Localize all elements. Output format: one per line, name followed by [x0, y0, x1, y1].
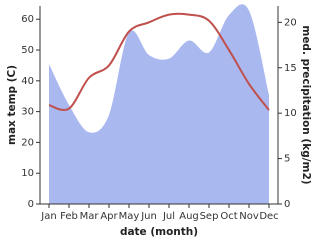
y2-tick-label: 15 [284, 63, 297, 74]
x-tick-label: Nov [239, 211, 259, 222]
y-tick-label: 40 [21, 76, 34, 87]
x-tick-label: Mar [80, 211, 100, 222]
y-tick-label: 60 [21, 14, 34, 25]
y-tick-label: 20 [21, 137, 34, 148]
x-tick-label: Oct [220, 211, 237, 222]
y-tick-label: 30 [21, 107, 34, 118]
x-tick-label: Sep [200, 211, 219, 222]
y2-tick-label: 5 [284, 154, 290, 165]
temp-line [48, 12, 270, 112]
precip-area [49, 4, 269, 205]
x-tick-label: Jan [40, 211, 56, 222]
x-tick-label: Feb [60, 211, 78, 222]
x-tick-label: Jul [162, 211, 175, 222]
x-tick-label: Apr [100, 211, 118, 222]
y2-tick-label: 10 [284, 108, 297, 119]
x-tick-label: Dec [259, 211, 278, 222]
x-tick-label: May [119, 211, 140, 222]
y-tick-label: 0 [28, 199, 34, 210]
x-tick-label: Aug [179, 211, 199, 222]
x-axis-title: date (month) [120, 226, 198, 238]
y-axis-title: max temp (C) [6, 65, 18, 145]
y-tick-label: 10 [21, 168, 34, 179]
y2-tick-label: 20 [284, 17, 297, 28]
y2-axis-title: med. precipitation (kg/m2) [300, 25, 312, 184]
x-tick-label: Jun [140, 211, 157, 222]
y2-tick-label: 0 [284, 199, 290, 210]
y-tick-label: 50 [21, 45, 34, 56]
